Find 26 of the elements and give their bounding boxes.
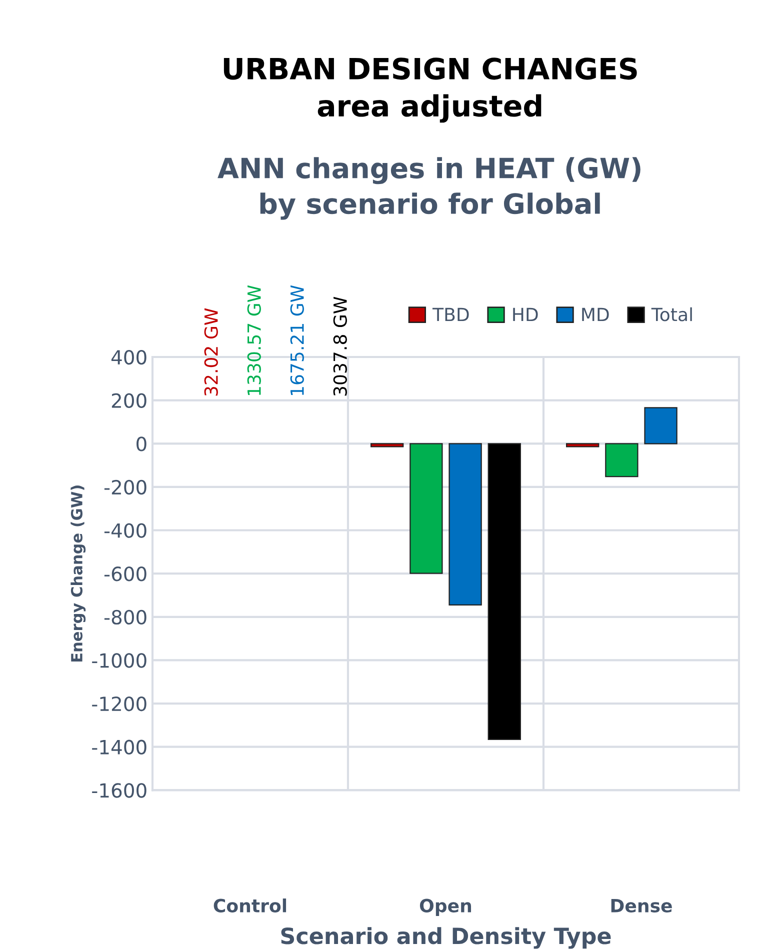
legend-label: Total (651, 307, 692, 322)
y-tick-label: -600 (104, 566, 146, 582)
chart-title: URBAN DESIGN CHANGES area adjusted (224, 58, 637, 123)
legend-label: HD (513, 308, 538, 322)
y-tick-label: -200 (104, 480, 146, 495)
annotation: 32.02 GW (204, 308, 218, 396)
y-tick-label: -1000 (92, 653, 146, 668)
chart-subtitle: ANN changes in HEAT (GW) by scenario for Global (218, 157, 640, 220)
y-tick-label: -1600 (92, 783, 146, 798)
annotation: 1675.21 GW (290, 285, 304, 395)
y-tick-label: -800 (104, 610, 146, 625)
annotation: 1330.57 GW (247, 285, 261, 395)
y-axis-title: Energy Change (GW) (70, 486, 86, 662)
legend-label: MD (582, 308, 609, 322)
x-tick-label: Open (420, 898, 472, 916)
y-tick-label: -1400 (92, 740, 146, 755)
y-tick-label: -1200 (92, 696, 146, 712)
y-tick-label: 400 (111, 350, 146, 365)
x-tick-label: Dense (611, 899, 672, 912)
x-axis-title: Scenario and Density Type (281, 927, 611, 949)
x-tick-label: Control (214, 898, 286, 912)
annotation: 3037.8 GW (333, 296, 347, 396)
y-tick-label: -400 (104, 523, 146, 538)
y-tick-label: 200 (112, 393, 146, 408)
legend-label: TBD (432, 308, 469, 322)
y-tick-label: 0 (136, 436, 146, 452)
